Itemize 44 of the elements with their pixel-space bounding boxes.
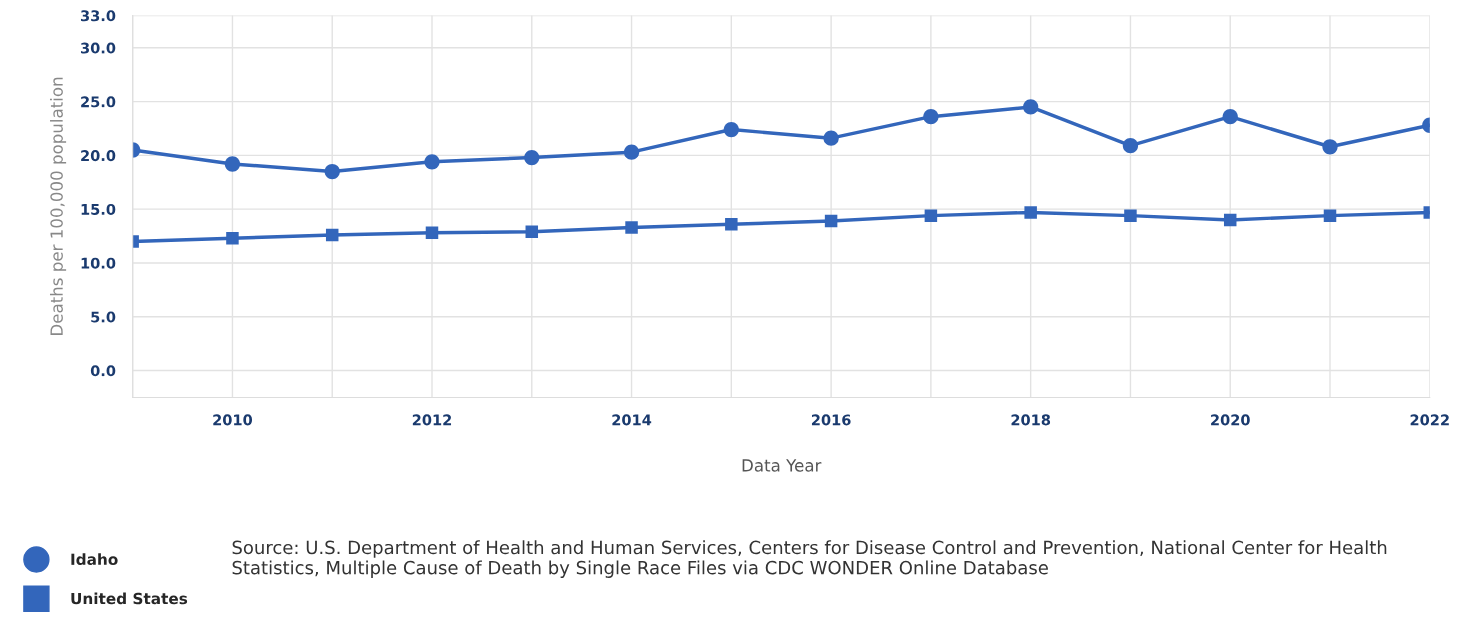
x-tick-label: 2010 [213,414,253,426]
point [524,149,540,166]
y-tick-label: 25.0 [81,96,116,108]
point [823,130,839,146]
y-tick-label: 15.0 [81,203,116,215]
point [1323,209,1337,222]
point [824,214,838,228]
x-axis-title: Data Year [742,459,822,472]
point [1023,99,1039,115]
x-tick-label: 2018 [1011,414,1051,426]
point [424,154,440,170]
y-tick-label: 10.0 [81,257,116,269]
point [325,228,339,242]
point [1124,209,1137,222]
point [525,225,539,239]
y-tick-label: 20.0 [81,150,116,162]
y-axis-title: Deaths per 100,000 population [49,77,67,335]
x-tick-label: 2012 [412,414,452,426]
legend-label: United States [71,592,188,605]
x-tick-label: 2014 [612,414,652,426]
point [623,144,640,160]
x-tick-label: 2022 [1410,414,1449,426]
y-tick-label: 0.0 [90,365,116,377]
x-tick-label: 2020 [1211,414,1250,426]
x-tick-label: 2016 [811,414,851,426]
source-note: Source: U.S. Department of Health and Human Services, Centers for Disease Control and Prevention, National Center for Health Statistics, Multiple Cause of Death by Single Race Files via CDC WONDER Online Database [232,540,1387,578]
point [1222,109,1238,125]
y-tick-label: 5.0 [91,311,116,323]
point [1024,206,1037,219]
y-tick-label: 33.0 [80,10,116,22]
point [1322,139,1338,155]
y-tick-label: 30.0 [80,42,116,54]
point [425,226,439,240]
point [723,121,739,138]
legend-label: Idaho [71,553,118,566]
point [625,221,638,234]
point [226,231,239,245]
point [1223,213,1237,227]
point [1122,138,1139,154]
point [725,217,738,231]
point [923,109,939,125]
point [924,209,938,222]
point [324,163,340,180]
point [224,156,241,172]
